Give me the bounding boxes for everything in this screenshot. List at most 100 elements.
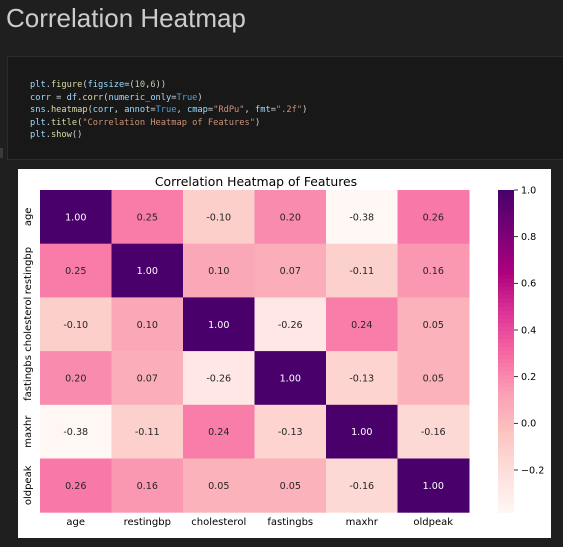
colorbar-segment <box>498 190 514 195</box>
y-tick-label: oldpeak <box>23 465 34 505</box>
heatmap-cell <box>397 351 470 406</box>
colorbar-segment <box>498 359 514 364</box>
code-token: corr <box>92 105 114 116</box>
heatmap-cell <box>254 190 327 245</box>
code-token: annot <box>124 105 151 116</box>
code-token: ) <box>254 117 261 128</box>
cell-value-label: -0.16 <box>349 481 374 492</box>
code-token: True <box>176 92 198 103</box>
heatmap-cell <box>254 404 327 459</box>
cell-value-label: 0.20 <box>65 373 86 384</box>
cell-value-label: 0.24 <box>351 320 372 331</box>
colorbar-segment <box>498 282 514 288</box>
colorbar-segment <box>498 367 514 372</box>
heatmap-cell <box>397 458 470 513</box>
code-token: . <box>45 117 51 128</box>
colorbar-segment <box>498 435 514 441</box>
colorbar-segment <box>498 483 514 489</box>
x-tick-label: age <box>66 517 85 528</box>
colorbar-segment <box>498 371 514 376</box>
colorbar-segment <box>498 355 514 360</box>
heatmap-cell <box>183 297 255 352</box>
code-token: 6 <box>150 80 156 90</box>
heatmap-cell <box>397 243 470 298</box>
colorbar-segment <box>498 487 514 493</box>
colorbar-segment <box>498 242 514 247</box>
code-token: "RdPu" <box>213 105 245 116</box>
colorbar-segment <box>498 475 514 481</box>
heatmap-cell <box>326 458 398 513</box>
colorbar-segment <box>498 314 514 320</box>
colorbar-segment <box>498 286 514 292</box>
colorbar-segment <box>498 503 514 509</box>
heatmap-cell <box>254 458 327 513</box>
colorbar-segment <box>498 218 514 223</box>
heatmap-cell <box>326 190 398 245</box>
cell-value-label: 1.00 <box>280 373 301 384</box>
cell-value-label: 0.05 <box>423 320 444 331</box>
colorbar-segment <box>498 499 514 505</box>
code-line: corr = df.corr(numeric_only=True) <box>30 92 307 105</box>
heatmap-cell <box>183 243 255 298</box>
colorbar-segment <box>498 250 514 255</box>
colorbar-segment <box>498 322 514 328</box>
cell-value-label: -0.13 <box>278 427 303 438</box>
colorbar-segment <box>498 210 514 215</box>
code-token: . <box>45 80 51 90</box>
colorbar-segment <box>498 246 514 251</box>
heatmap-cell <box>326 351 398 406</box>
heatmap-cell <box>254 297 327 352</box>
code-token: 10 <box>134 80 146 90</box>
x-tick-label: cholesterol <box>191 517 246 528</box>
code-token: df <box>66 92 78 103</box>
colorbar-segment <box>498 326 514 332</box>
colorbar-segment <box>498 395 514 400</box>
colorbar-segment <box>498 427 514 433</box>
colorbar-segment <box>498 198 514 203</box>
code-token: () <box>71 130 83 141</box>
heatmap-cell <box>111 190 184 245</box>
colorbar-segment <box>498 214 514 219</box>
cell-value-label: 0.24 <box>208 427 229 438</box>
colorbar-segment <box>498 467 514 473</box>
code-token: sns <box>30 105 46 116</box>
colorbar-tick-label: 0.6 <box>521 279 536 290</box>
code-token: =( <box>124 80 135 90</box>
colorbar-segment <box>498 379 514 384</box>
colorbar-segment <box>498 274 514 280</box>
heatmap-cell <box>254 243 327 298</box>
code-token: , <box>244 105 255 116</box>
colorbar-segment <box>498 206 514 211</box>
x-tick-label: oldpeak <box>413 517 453 528</box>
cell-value-label: 0.10 <box>208 266 229 277</box>
heatmap-cell <box>40 297 112 352</box>
cell-value-label: 1.00 <box>351 427 372 438</box>
cell-value-label: 1.00 <box>65 212 86 223</box>
colorbar-segment <box>498 346 514 352</box>
heatmap-cell <box>40 458 112 513</box>
colorbar-segment <box>498 403 514 408</box>
cell-value-label: -0.10 <box>206 212 231 223</box>
code-token: figsize <box>87 80 125 90</box>
colorbar-segment <box>498 290 514 296</box>
colorbar-segment <box>498 419 514 425</box>
y-tick-label: maxhr <box>23 415 34 448</box>
code-token: , <box>176 105 187 116</box>
cell-value-label: 0.25 <box>65 266 86 277</box>
colorbar-segment <box>498 334 514 340</box>
colorbar-tick-label: 1.0 <box>521 185 536 196</box>
y-tick-label: fastingbs <box>23 355 34 401</box>
heatmap-cell <box>326 243 398 298</box>
code-cell[interactable]: plt.figure(figsize=(10,6)) corr = df.corr… <box>7 56 563 160</box>
cell-value-label: 1.00 <box>208 320 229 331</box>
code-token: = <box>270 105 276 116</box>
code-line: sns.heatmap(corr, annot=True, cmap="RdPu… <box>30 104 307 117</box>
x-tick-label: fastingbs <box>267 517 313 528</box>
colorbar-segment <box>498 459 514 465</box>
heatmap-cell <box>111 458 184 513</box>
cell-value-label: 0.25 <box>137 212 158 223</box>
heatmap-cell <box>397 297 470 352</box>
cell-value-label: 0.16 <box>137 481 158 492</box>
code-editor[interactable]: plt.figure(figsize=(10,6)) corr = df.corr… <box>30 79 307 142</box>
code-token: plt <box>30 80 46 90</box>
